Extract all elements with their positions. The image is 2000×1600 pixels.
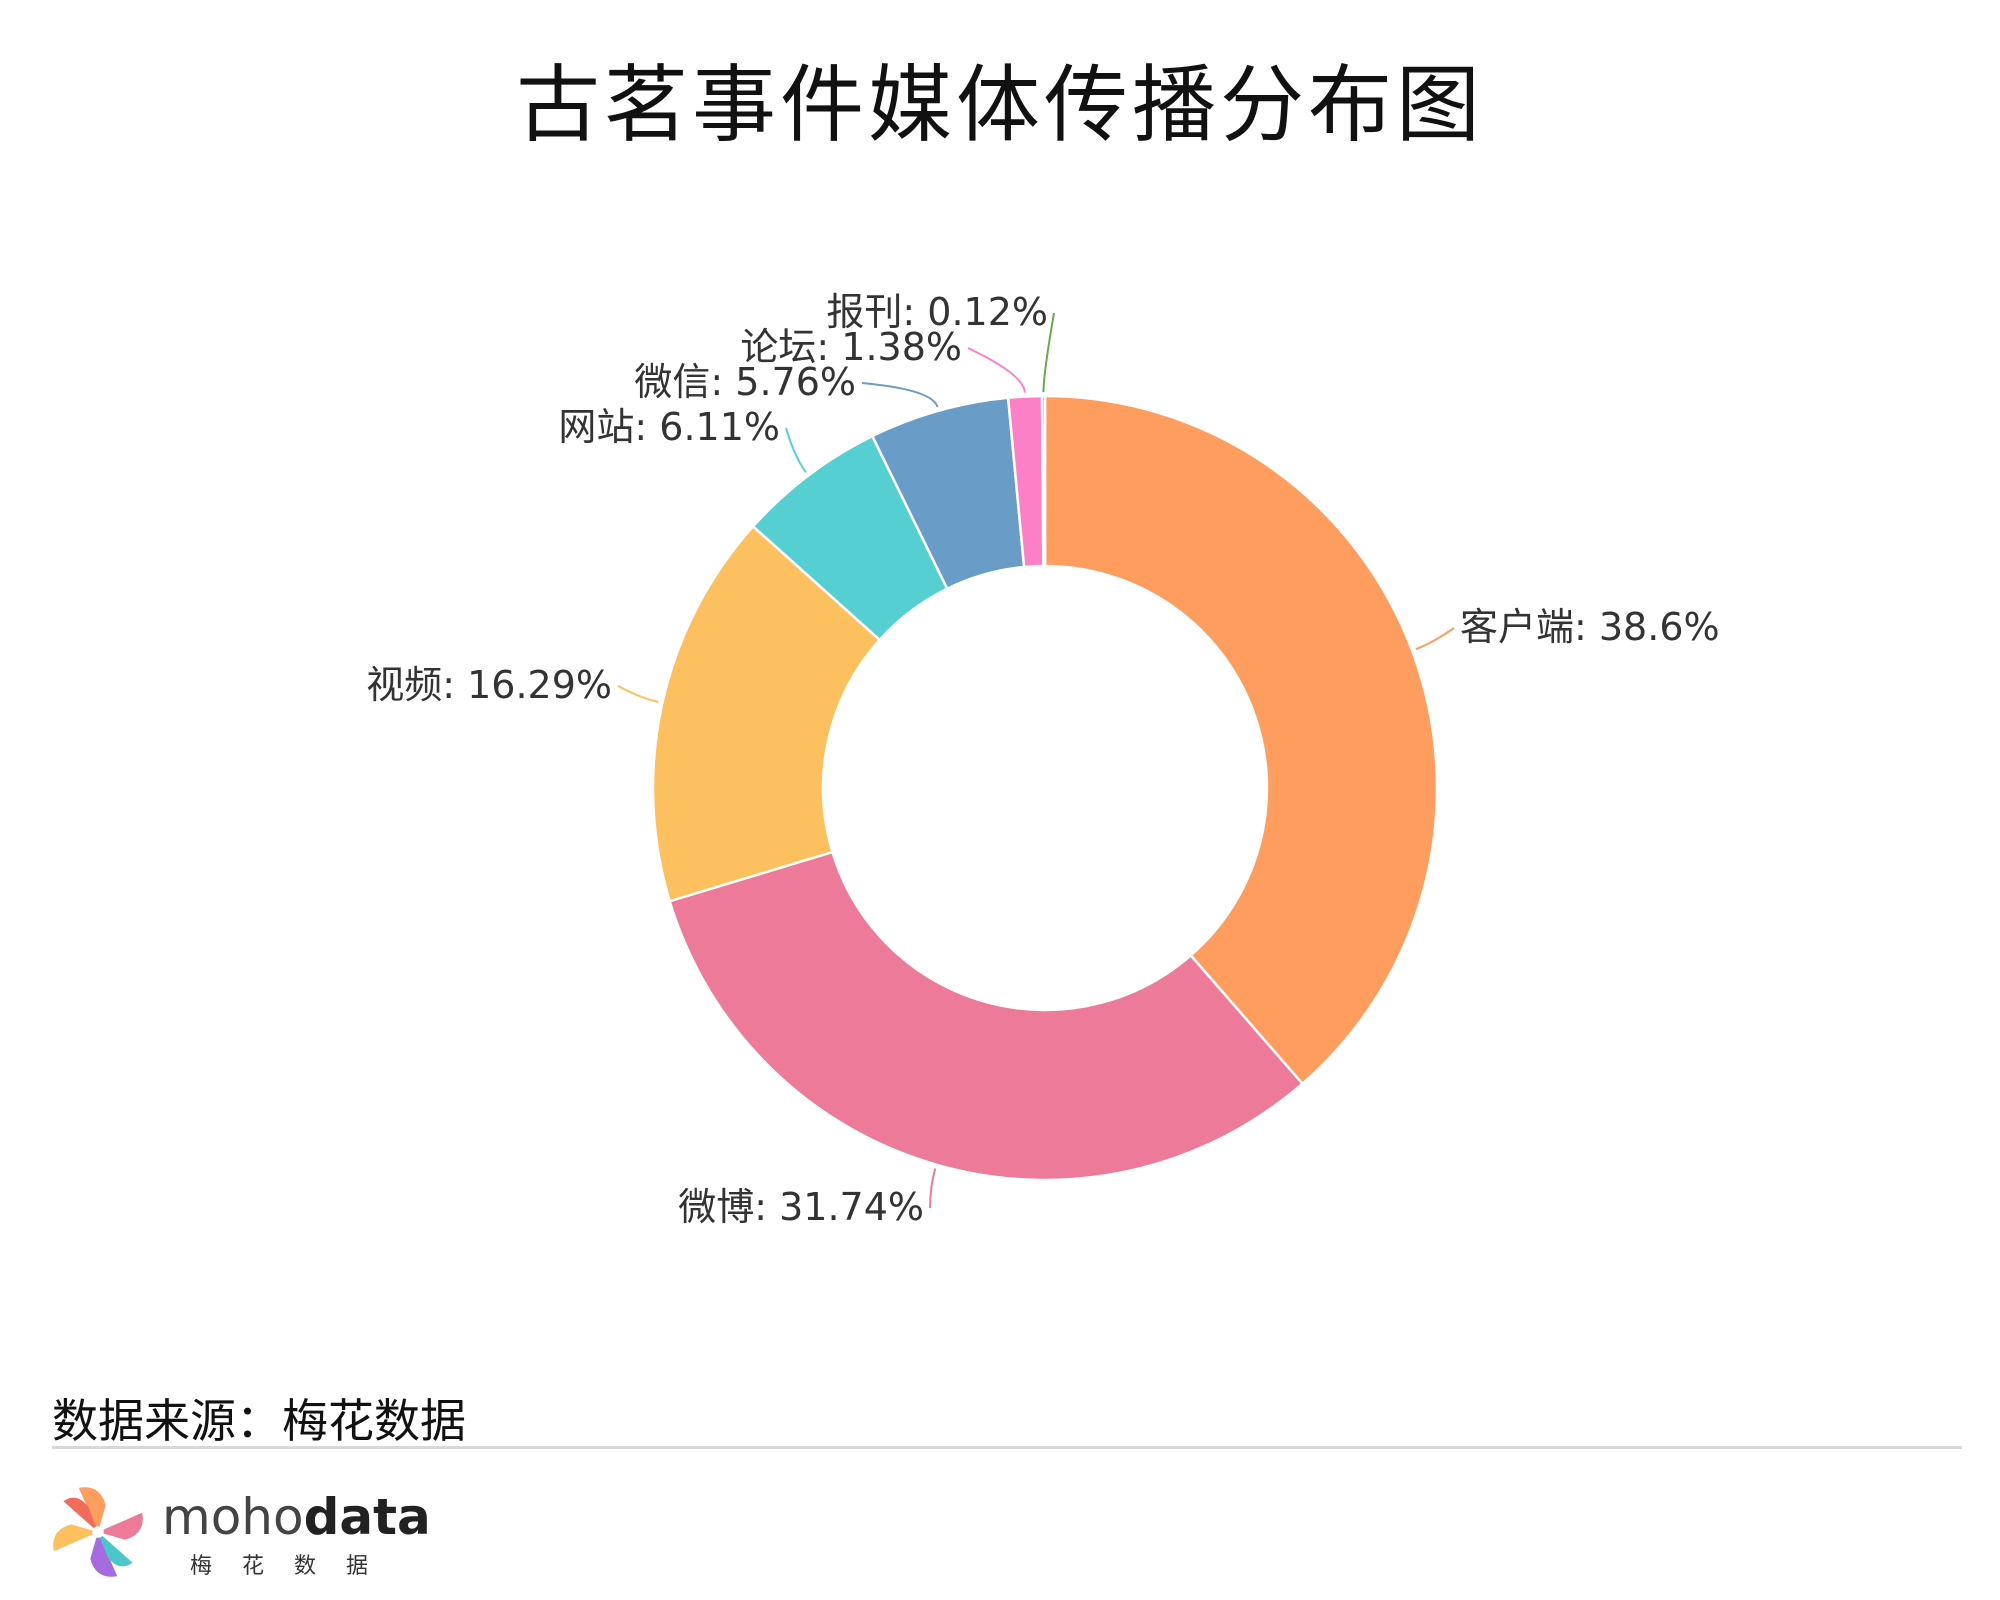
leader-line-5 bbox=[967, 347, 1026, 393]
leader-line-0 bbox=[1415, 627, 1455, 651]
slice-0 bbox=[1043, 394, 1439, 1086]
data-source-note: 数据来源：梅花数据 bbox=[52, 1394, 466, 1448]
slice-6 bbox=[1040, 394, 1047, 568]
brand-wordmark-bold: data bbox=[303, 1488, 431, 1546]
slice-label-1: 微博: 31.74% bbox=[678, 1185, 924, 1229]
brand-wordmark: mohodata bbox=[162, 1488, 431, 1546]
leader-line-3 bbox=[785, 427, 807, 473]
leader-line-4 bbox=[861, 382, 939, 408]
label-leader-lines bbox=[617, 312, 1455, 1209]
slice-label-2: 视频: 16.29% bbox=[366, 663, 612, 707]
slice-label-6: 报刊: 0.12% bbox=[826, 290, 1048, 334]
brand-subtitle: 梅花数据 bbox=[190, 1554, 399, 1579]
slice-label-5: 论坛: 1.38% bbox=[740, 325, 962, 369]
slice-label-3: 网站: 6.11% bbox=[558, 405, 780, 449]
brand-logo-block: mohodata 梅花数据 bbox=[50, 1484, 431, 1584]
slice-1 bbox=[668, 850, 1305, 1182]
donut-slices bbox=[651, 394, 1439, 1182]
leader-line-1 bbox=[929, 1168, 937, 1209]
chart-title: 古茗事件媒体传播分布图 bbox=[515, 56, 1484, 154]
leader-line-6 bbox=[1042, 312, 1055, 393]
pinwheel-logo-icon bbox=[53, 1487, 143, 1577]
brand-wordmark-light: moho bbox=[162, 1488, 304, 1546]
footer-divider bbox=[52, 1446, 1962, 1449]
slice-label-4: 微信: 5.76% bbox=[634, 360, 856, 404]
slice-label-0: 客户端: 38.6% bbox=[1460, 605, 1720, 649]
slice-2 bbox=[651, 524, 882, 903]
leader-line-2 bbox=[617, 685, 659, 703]
slice-labels: 客户端: 38.6% 微博: 31.74% 视频: 16.29% 网站: 6.11%微… bbox=[366, 290, 1719, 1229]
